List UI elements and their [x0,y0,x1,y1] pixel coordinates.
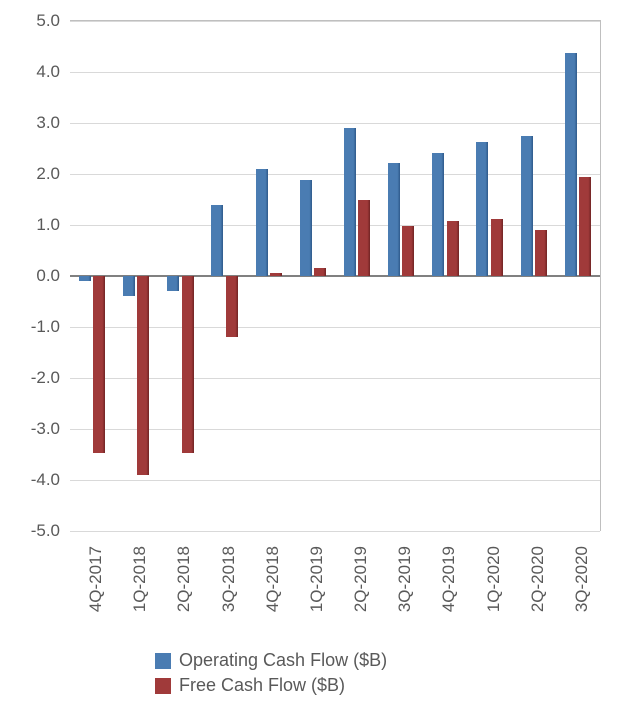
x-tick-label: 1Q-2020 [484,546,504,612]
y-tick-label: 0.0 [36,266,70,286]
bar [211,205,223,276]
bar [167,276,179,291]
bar [535,230,547,276]
gridline [70,531,600,532]
bar [491,219,503,276]
x-tick-label: 2Q-2019 [351,546,371,612]
x-tick-label: 4Q-2019 [439,546,459,612]
y-tick-label: 2.0 [36,164,70,184]
bar [93,276,105,453]
bar [476,142,488,276]
legend-item: Free Cash Flow ($B) [155,675,387,696]
gridline [70,429,600,430]
bar [579,177,591,276]
gridline [70,21,600,22]
y-tick-label: -5.0 [31,521,70,541]
y-tick-label: 3.0 [36,113,70,133]
bar [447,221,459,276]
cash-flow-chart: -5.0 -4.0 -3.0 -2.0 -1.0 0.0 1.0 2.0 3.0 4.0 5.0 4Q… [0,0,621,714]
bar [79,276,91,281]
plot-area: -5.0-4.0-3.0-2.0-1.00.01.02.03.04.05.04Q… [70,20,601,531]
y-tick-label: 5.0 [36,11,70,31]
legend-item: Operating Cash Flow ($B) [155,650,387,671]
gridline [70,123,600,124]
x-tick-label: 1Q-2018 [130,546,150,612]
bar [123,276,135,296]
bar [358,200,370,277]
bar [300,180,312,276]
bar [137,276,149,475]
legend: Operating Cash Flow ($B) Free Cash Flow (… [155,650,387,696]
x-tick-label: 2Q-2018 [174,546,194,612]
x-tick-label: 4Q-2017 [86,546,106,612]
legend-swatch [155,653,171,669]
bar [270,273,282,276]
bar [521,136,533,276]
gridline [70,378,600,379]
x-tick-label: 1Q-2019 [307,546,327,612]
y-tick-label: -2.0 [31,368,70,388]
legend-swatch [155,678,171,694]
y-tick-label: -4.0 [31,470,70,490]
bar [388,163,400,276]
gridline [70,72,600,73]
legend-label: Operating Cash Flow ($B) [179,650,387,671]
x-tick-label: 2Q-2020 [528,546,548,612]
bar [182,276,194,453]
x-tick-label: 3Q-2020 [572,546,592,612]
y-tick-label: 1.0 [36,215,70,235]
y-tick-label: 4.0 [36,62,70,82]
bar [344,128,356,276]
bar [226,276,238,337]
x-tick-label: 4Q-2018 [263,546,283,612]
x-tick-label: 3Q-2019 [395,546,415,612]
bar [432,153,444,276]
bar [256,169,268,276]
legend-label: Free Cash Flow ($B) [179,675,345,696]
bar [402,226,414,276]
gridline [70,327,600,328]
bar [565,53,577,276]
bar [314,268,326,276]
gridline [70,480,600,481]
y-tick-label: -1.0 [31,317,70,337]
x-tick-label: 3Q-2018 [219,546,239,612]
y-tick-label: -3.0 [31,419,70,439]
